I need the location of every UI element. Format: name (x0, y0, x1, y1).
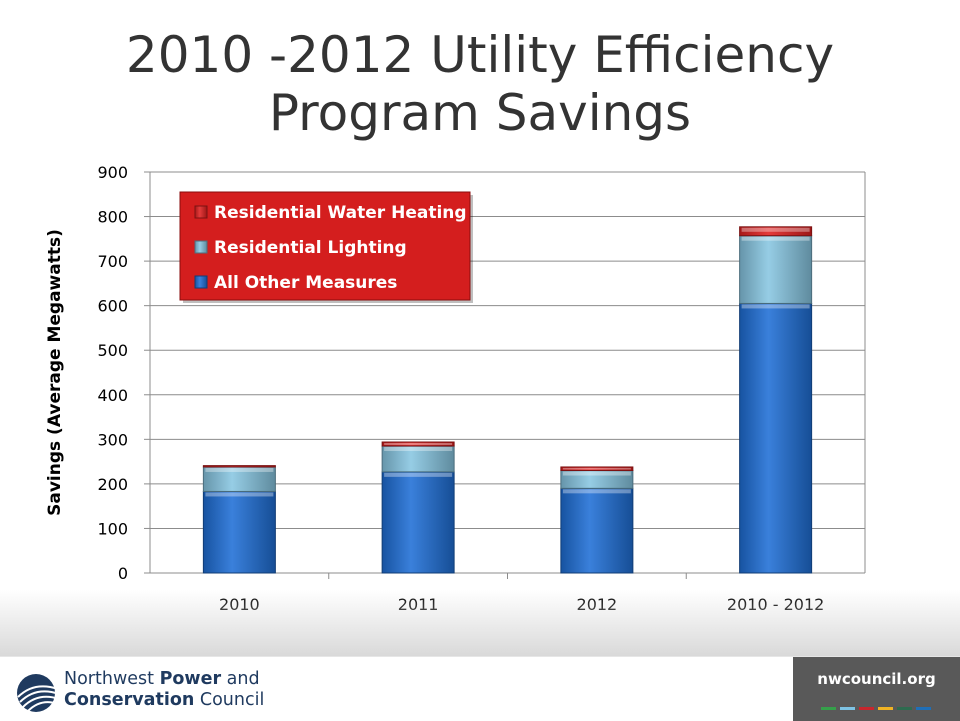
org-line2-suffix: Council (194, 690, 265, 710)
org-line1-prefix: Northwest (64, 669, 160, 689)
legend-box (179, 191, 471, 301)
y-tick-label: 500 (97, 341, 128, 360)
stacked-bar-chart: 0 100 200 300 400 500 600 700 800 900 Savings (Ave… (45, 163, 866, 614)
bar-segment (381, 471, 455, 574)
y-tick-label: 400 (97, 386, 128, 405)
council-logo-icon (17, 674, 60, 712)
bar-highlight (741, 227, 810, 232)
color-dash-5 (916, 707, 931, 710)
bar-highlight (562, 471, 631, 476)
bar-segment (202, 465, 276, 468)
color-dash-2 (859, 707, 874, 710)
title-line-1: 2010 -2012 Utility Efficiency (125, 26, 835, 84)
bar-highlight (205, 492, 274, 497)
bar-highlight (384, 472, 453, 477)
bar-segment (381, 445, 455, 473)
bar-highlight (562, 489, 631, 494)
y-tick-label: 600 (97, 297, 128, 316)
bar-segment (739, 302, 813, 574)
bar-highlight (205, 467, 274, 472)
title-line-2: Program Savings (268, 84, 692, 142)
bar-segment (739, 235, 813, 304)
y-tick-label: 200 (97, 475, 128, 494)
y-tick-label: 900 (97, 163, 128, 182)
bar-segment (381, 441, 455, 447)
website-link[interactable]: nwcouncil.org (817, 670, 936, 688)
bar-segment (560, 487, 634, 574)
org-line2-bold: Conservation (64, 690, 195, 710)
y-tick-label: 0 (118, 564, 128, 583)
color-dash-3 (878, 707, 893, 710)
bar-segment (560, 466, 634, 472)
bar-segment (202, 490, 276, 574)
legend-swatch (194, 275, 208, 289)
bar-highlight (562, 467, 631, 470)
color-dash-0 (821, 707, 836, 710)
legend-label: Residential Lighting (214, 238, 407, 258)
bar-segment (739, 226, 813, 237)
color-dash-4 (897, 707, 912, 710)
y-tick-label: 300 (97, 430, 128, 449)
bar-highlight (384, 443, 453, 446)
color-dash-1 (840, 707, 855, 710)
legend-swatch (194, 240, 208, 254)
organization-name: Northwest Power and Conservation Council (64, 669, 264, 711)
bar-highlight (741, 304, 810, 309)
org-line1-bold: Power (159, 669, 222, 689)
y-tick-label: 700 (97, 252, 128, 271)
legend-label: Residential Water Heating (214, 203, 467, 223)
legend-swatch (194, 205, 208, 219)
legend-label: All Other Measures (214, 273, 397, 293)
bar-segment (202, 466, 276, 492)
org-line1-suffix: and (221, 669, 260, 689)
footer: Northwest Power and Conservation Council… (0, 656, 960, 721)
page-title: 2010 -2012 Utility Efficiency Program Sa… (0, 26, 960, 142)
color-dashes (821, 695, 935, 714)
bar-highlight (741, 236, 810, 241)
y-tick-label: 800 (97, 208, 128, 227)
bottom-gradient (0, 590, 960, 656)
website-panel: nwcouncil.org (793, 657, 960, 721)
bar-highlight (384, 447, 453, 452)
y-axis-label: Savings (Average Megawatts) (45, 229, 65, 516)
y-tick-label: 100 (97, 519, 128, 538)
